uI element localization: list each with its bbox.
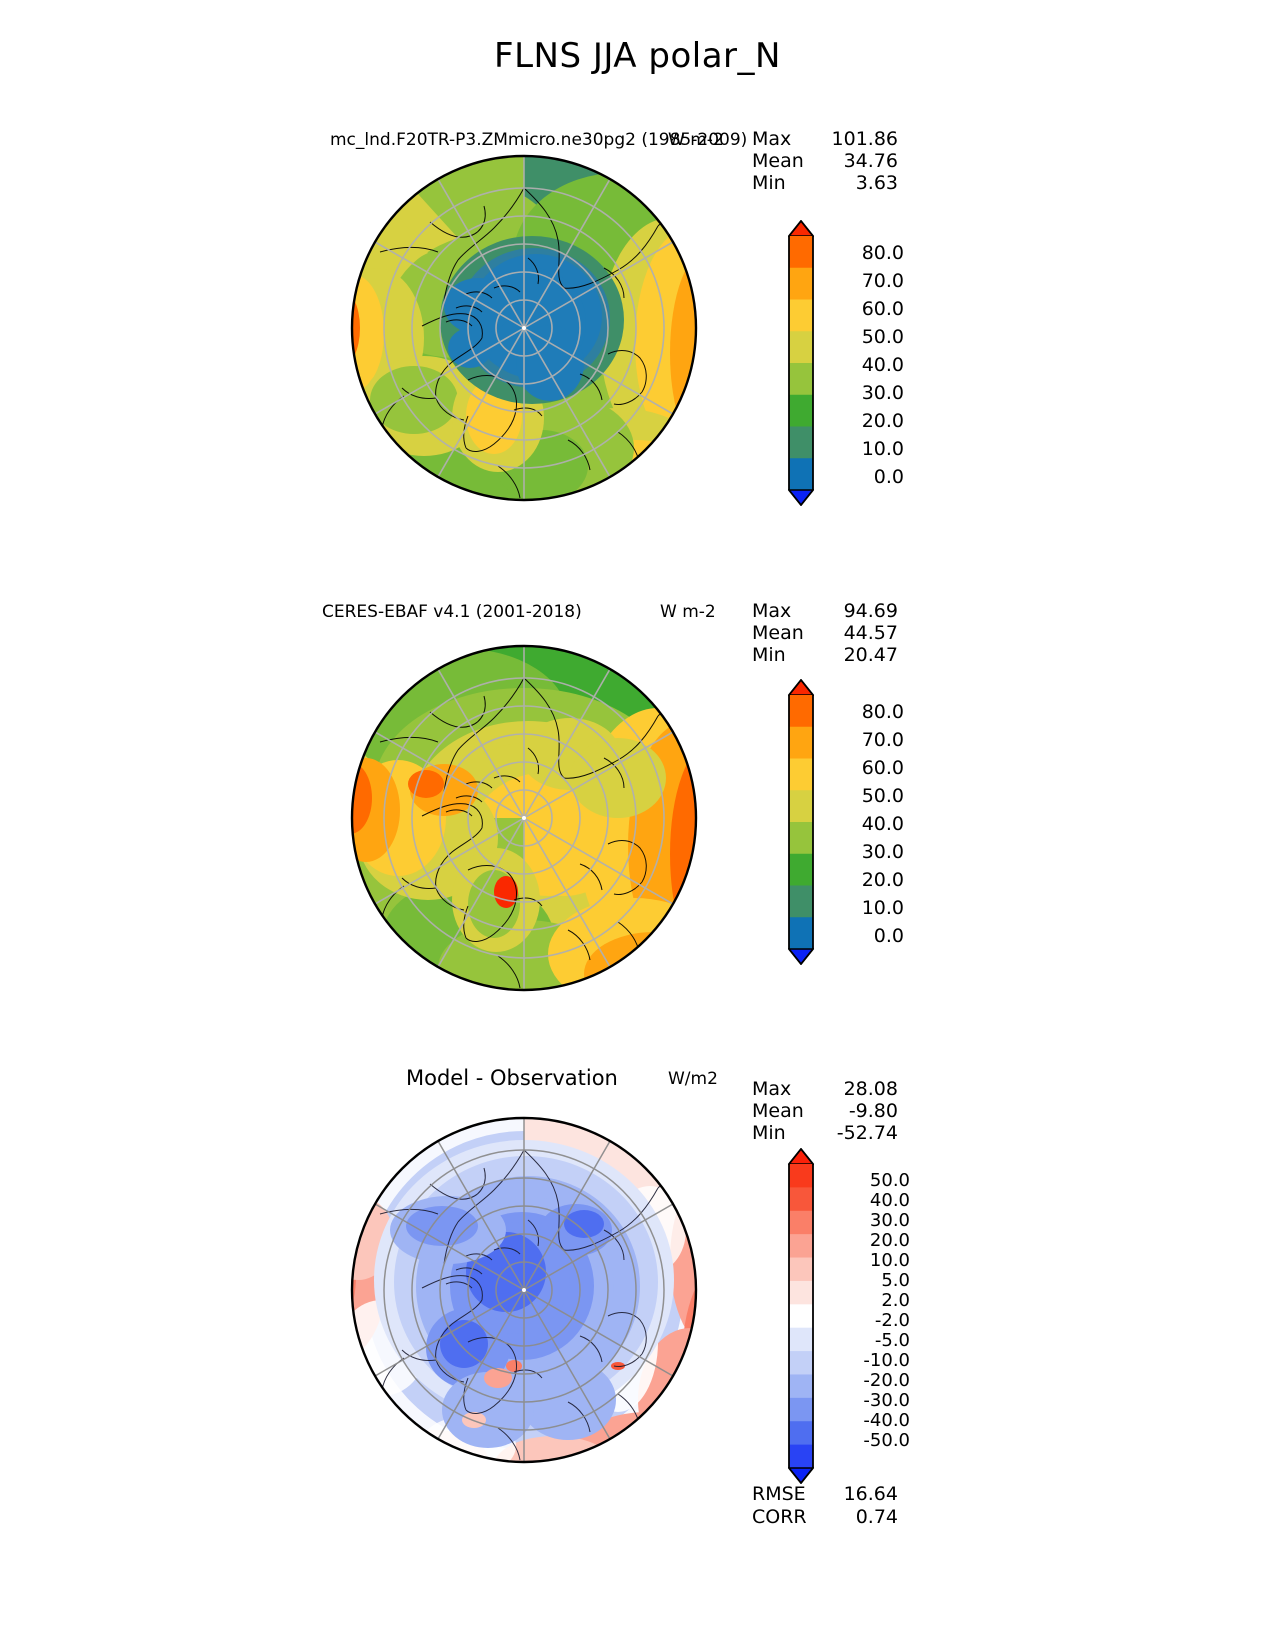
colorbar-difference-svg <box>788 1148 814 1484</box>
stat-label: Min <box>752 1122 786 1144</box>
colorbar-tick-label: 60.0 <box>861 298 904 320</box>
colorbar-tick-label: 70.0 <box>861 729 904 751</box>
colorbar-tick-label: 10.0 <box>869 1250 910 1271</box>
colorbar-tick-label: 40.0 <box>861 813 904 835</box>
colorbar-tick-label: 10.0 <box>861 438 904 460</box>
stat-row: RMSE 16.64 <box>752 1483 898 1506</box>
colorbar-tick-label: 20.0 <box>861 410 904 432</box>
stat-value: -9.80 <box>848 1100 898 1122</box>
panel-difference-title: Model - Observation <box>406 1066 618 1090</box>
stat-label: Max <box>752 600 792 622</box>
stat-value: 34.76 <box>843 150 898 172</box>
colorbar-difference <box>788 1148 814 1484</box>
colorbar-tick-label: 50.0 <box>869 1170 910 1191</box>
panel-difference-stats: Max 28.08 Mean -9.80 Min -52.74 <box>752 1078 898 1144</box>
polar-map-model-svg <box>350 154 698 502</box>
colorbar-tick-label: 30.0 <box>869 1210 910 1231</box>
colorbar-tick-label: 80.0 <box>861 242 904 264</box>
stat-row: Mean 44.57 <box>752 622 898 644</box>
stat-row: Mean 34.76 <box>752 150 898 172</box>
colorbar-tick-label: 0.0 <box>873 466 904 488</box>
panel-observation-title: CERES-EBAF v4.1 (2001-2018) <box>322 602 582 622</box>
colorbar-model <box>788 220 814 506</box>
rmse-value: 16.64 <box>843 1483 898 1505</box>
colorbar-tick-label: 40.0 <box>869 1190 910 1211</box>
panel-model-stats: Max 101.86 Mean 34.76 Min 3.63 <box>752 128 898 194</box>
colorbar-tick-label: 80.0 <box>861 701 904 723</box>
colorbar-tick-label: 50.0 <box>861 785 904 807</box>
corr-value: 0.74 <box>855 1506 898 1528</box>
map-model <box>318 148 730 508</box>
colorbar-tick-label: 70.0 <box>861 270 904 292</box>
colorbar-tick-label: 20.0 <box>861 869 904 891</box>
stat-row: Max 28.08 <box>752 1078 898 1100</box>
colorbar-difference-labels: 50.0 40.0 30.0 20.0 10.0 5.0 2.0 -2.0 -5… <box>800 1148 910 1484</box>
colorbar-tick-label: 40.0 <box>861 354 904 376</box>
stat-label: Max <box>752 128 792 150</box>
stat-row: Min 3.63 <box>752 172 898 194</box>
stat-row: Mean -9.80 <box>752 1100 898 1122</box>
stat-value: 44.57 <box>843 622 898 644</box>
colorbar-tick-label: 10.0 <box>861 897 904 919</box>
colorbar-tick-label: -5.0 <box>874 1330 910 1351</box>
colorbar-tick-label: -2.0 <box>874 1310 910 1331</box>
stat-row: Min 20.47 <box>752 644 898 666</box>
stat-value: 94.69 <box>843 600 898 622</box>
stat-value: 28.08 <box>843 1078 898 1100</box>
stat-value: 3.63 <box>855 172 898 194</box>
colorbar-observation <box>788 679 814 965</box>
polar-map-difference-svg <box>350 1116 698 1464</box>
stat-value: -52.74 <box>836 1122 898 1144</box>
stat-row: Max 94.69 <box>752 600 898 622</box>
figure-title: FLNS JJA polar_N <box>494 36 781 76</box>
colorbar-tick-label: -50.0 <box>863 1430 910 1451</box>
corr-label: CORR <box>752 1506 807 1528</box>
colorbar-tick-label: 2.0 <box>881 1290 910 1311</box>
colorbar-tick-label: 5.0 <box>881 1270 910 1291</box>
stat-value: 101.86 <box>831 128 898 150</box>
map-difference <box>318 1110 730 1470</box>
stat-label: Mean <box>752 1100 804 1122</box>
stat-label: Min <box>752 644 786 666</box>
panel-difference-units: W/m2 <box>668 1069 718 1089</box>
panel-observation-units: W m-2 <box>660 602 716 622</box>
colorbar-tick-label: 0.0 <box>873 925 904 947</box>
colorbar-observation-svg <box>788 679 814 965</box>
stat-row: Max 101.86 <box>752 128 898 150</box>
stat-row: CORR 0.74 <box>752 1506 898 1529</box>
colorbar-tick-label: -10.0 <box>863 1350 910 1371</box>
colorbar-tick-label: 60.0 <box>861 757 904 779</box>
colorbar-tick-label: -40.0 <box>863 1410 910 1431</box>
colorbar-tick-label: 30.0 <box>861 382 904 404</box>
panel-model-title: mc_lnd.F20TR-P3.ZMmicro.ne30pg2 (1985-20… <box>330 130 748 150</box>
map-observation <box>318 638 730 998</box>
stat-row: Min -52.74 <box>752 1122 898 1144</box>
rmse-label: RMSE <box>752 1483 806 1505</box>
panel-observation-stats: Max 94.69 Mean 44.57 Min 20.47 <box>752 600 898 666</box>
colorbar-tick-label: 50.0 <box>861 326 904 348</box>
colorbar-model-labels: 80.0 70.0 60.0 50.0 40.0 30.0 20.0 10.0 … <box>800 220 904 506</box>
stat-label: Max <box>752 1078 792 1100</box>
panel-model-units: W m-2 <box>668 130 724 150</box>
stat-value: 20.47 <box>843 644 898 666</box>
stat-label: Min <box>752 172 786 194</box>
footer-stats: RMSE 16.64 CORR 0.74 <box>752 1483 898 1529</box>
colorbar-tick-label: -20.0 <box>863 1370 910 1391</box>
colorbar-model-svg <box>788 220 814 506</box>
colorbar-observation-labels: 80.0 70.0 60.0 50.0 40.0 30.0 20.0 10.0 … <box>800 679 904 965</box>
polar-map-observation-svg <box>350 644 698 992</box>
colorbar-tick-label: 30.0 <box>861 841 904 863</box>
colorbar-tick-label: -30.0 <box>863 1390 910 1411</box>
colorbar-tick-label: 20.0 <box>869 1230 910 1251</box>
stat-label: Mean <box>752 150 804 172</box>
stat-label: Mean <box>752 622 804 644</box>
